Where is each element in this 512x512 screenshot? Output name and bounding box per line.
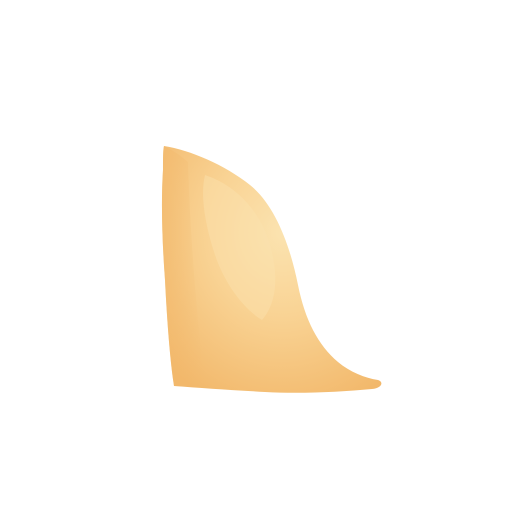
sail-shape: [161, 146, 382, 393]
sail-shape-left-shading: [161, 146, 205, 387]
sail-shape-highlight: [203, 175, 276, 320]
